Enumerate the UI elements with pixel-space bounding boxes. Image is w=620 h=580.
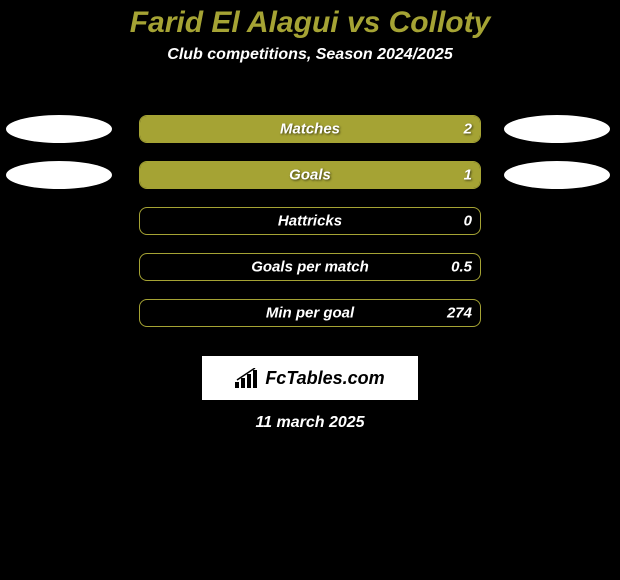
stat-bar-track: Goals 1 xyxy=(139,161,481,189)
stat-row: Min per goal 274 xyxy=(0,290,620,336)
page-subtitle: Club competitions, Season 2024/2025 xyxy=(0,46,620,64)
comparison-infographic: Farid El Alagui vs Colloty Club competit… xyxy=(0,0,620,580)
logo-text: FcTables.com xyxy=(265,368,384,389)
stats-list: Matches 2 Goals 1 Hattricks xyxy=(0,106,620,336)
stat-name: Goals per match xyxy=(251,259,369,276)
logo: FcTables.com xyxy=(235,368,384,389)
player-right-avatar xyxy=(504,115,610,143)
stat-right-value: 1 xyxy=(464,167,472,184)
stat-row: Matches 2 xyxy=(0,106,620,152)
player-left-avatar xyxy=(6,115,112,143)
player-left-avatar xyxy=(6,161,112,189)
stat-bar-track: Goals per match 0.5 xyxy=(139,253,481,281)
stat-name: Matches xyxy=(280,121,340,138)
stat-bar-track: Matches 2 xyxy=(139,115,481,143)
stat-right-value: 274 xyxy=(447,305,472,322)
chart-bars-icon xyxy=(235,368,261,388)
stat-bar-track: Min per goal 274 xyxy=(139,299,481,327)
page-title: Farid El Alagui vs Colloty xyxy=(0,0,620,40)
stat-right-value: 0.5 xyxy=(451,259,472,276)
stat-row: Goals 1 xyxy=(0,152,620,198)
stat-right-value: 2 xyxy=(464,121,472,138)
stat-row: Hattricks 0 xyxy=(0,198,620,244)
stat-name: Min per goal xyxy=(266,305,354,322)
player-right-avatar xyxy=(504,161,610,189)
date-label: 11 march 2025 xyxy=(0,414,620,432)
stat-row: Goals per match 0.5 xyxy=(0,244,620,290)
stat-name: Goals xyxy=(289,167,331,184)
stat-bar-track: Hattricks 0 xyxy=(139,207,481,235)
stat-name: Hattricks xyxy=(278,213,342,230)
logo-box: FcTables.com xyxy=(202,356,418,400)
stat-right-value: 0 xyxy=(464,213,472,230)
